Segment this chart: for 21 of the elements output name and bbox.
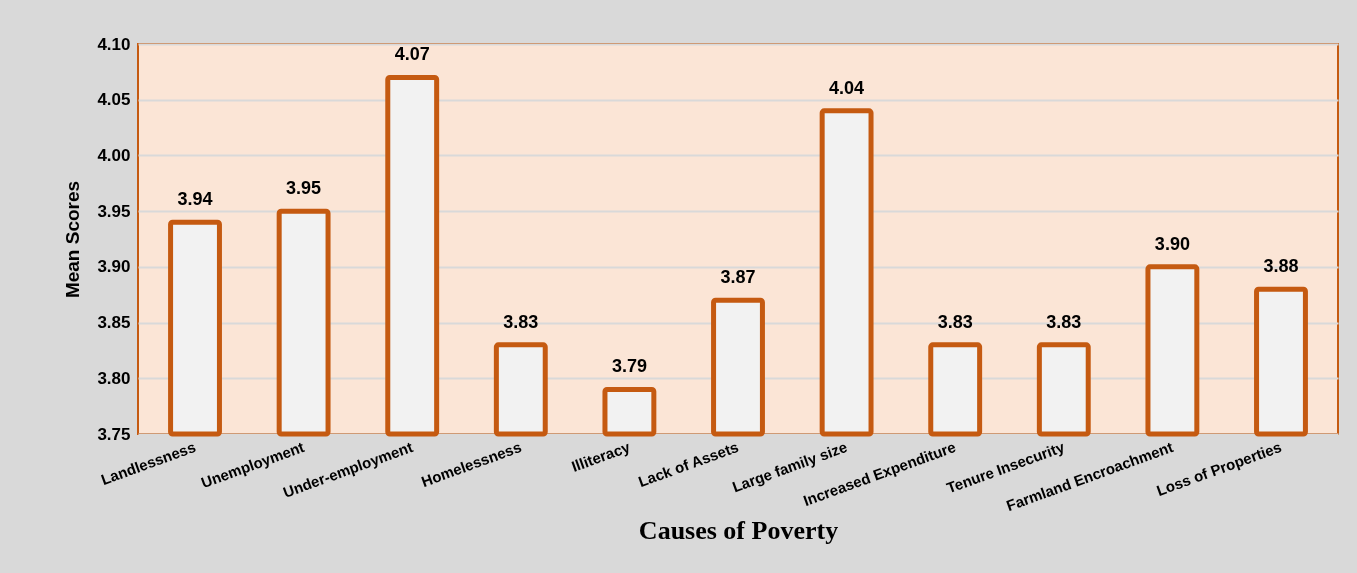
data-label: 3.95: [286, 178, 322, 199]
x-axis-title: Causes of Poverty: [638, 516, 839, 546]
data-label: 3.88: [1263, 256, 1299, 277]
y-tick-label: 3.95: [97, 201, 131, 221]
y-tick-label: 4.10: [97, 34, 131, 54]
y-tick-label: 3.75: [97, 424, 131, 444]
y-tick-label: 3.80: [97, 368, 131, 388]
y-tick-label: 4.00: [97, 145, 131, 165]
data-label: 3.83: [503, 311, 539, 332]
data-label: 3.94: [177, 189, 213, 210]
data-label: 3.90: [1154, 233, 1190, 254]
data-label: 3.87: [720, 267, 756, 288]
y-axis-title: Mean Scores: [62, 180, 84, 299]
y-tick-label: 3.90: [97, 257, 131, 277]
y-tick-label: 3.85: [97, 313, 131, 333]
data-label: 4.04: [829, 77, 865, 98]
data-label: 3.83: [937, 311, 973, 332]
data-label: 3.79: [611, 356, 647, 377]
data-label: 4.07: [394, 44, 430, 65]
y-tick-label: 4.05: [97, 90, 131, 110]
data-label: 3.83: [1046, 311, 1082, 332]
